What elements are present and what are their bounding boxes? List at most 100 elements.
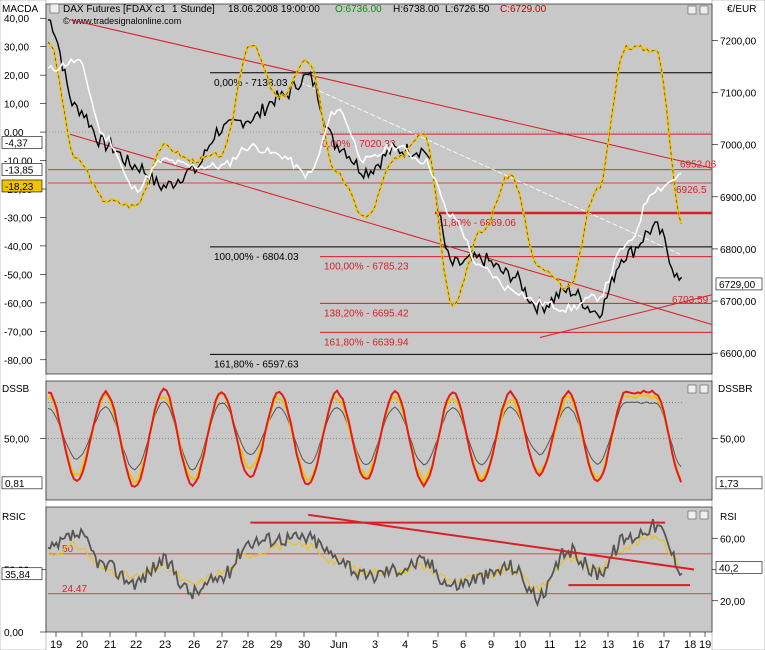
x-tick-label: 16 — [632, 639, 644, 650]
macda-label: MACDA — [2, 4, 38, 15]
grid-lines: 50 24.47 — [46, 131, 712, 595]
x-tick-label: 28 — [242, 639, 254, 650]
header-open: O:6736.00 — [335, 4, 382, 15]
x-tick-label: 3 — [372, 639, 378, 650]
channel-lower — [69, 133, 713, 325]
x-tick-label: 27 — [216, 639, 228, 650]
x-tick-label: 30 — [298, 639, 310, 650]
x-tick-label: 22 — [130, 639, 142, 650]
rsi-line — [47, 518, 683, 608]
macd-badge-1-box — [1, 136, 43, 149]
main-close-icon[interactable] — [699, 5, 709, 15]
price-badge-box — [715, 277, 763, 291]
x-tick-label: 29 — [270, 639, 282, 650]
x-tick-label: 19 — [50, 639, 62, 650]
main-menu-icon[interactable] — [49, 3, 60, 14]
series-lines — [47, 19, 683, 608]
x-axis: 19 20 21 22 23 26 27 28 29 30 Jun 3 4 5 6 9 10 11 12 13 16 17… — [50, 632, 711, 650]
right-axis-area — [711, 0, 765, 650]
x-tick-label: 13 — [602, 639, 614, 650]
macd-badge-1: -4,37 — [5, 139, 28, 150]
support-line — [539, 294, 713, 339]
left-tick-label: -10,00 — [4, 157, 33, 168]
right-tick-label: 6600,00 — [720, 349, 757, 360]
right-tick-label: 7000,00 — [720, 141, 757, 152]
right-tick-label: 6900,00 — [720, 193, 757, 204]
price-line — [47, 19, 683, 320]
x-tick-label: 26 — [188, 639, 200, 650]
chart-header: DAX Futures [FDAX c1 1 Stunde] 18.06.200… — [63, 4, 547, 26]
annotations — [250, 513, 695, 587]
rsi-close-icon[interactable] — [699, 510, 709, 520]
x-tick-label: 4 — [402, 639, 408, 650]
signal-line — [47, 57, 682, 314]
rsi-collapse-icon[interactable] — [687, 510, 697, 520]
dss-fast-line — [47, 387, 683, 489]
rsi-right-tick-label: 20,00 — [720, 597, 745, 608]
rsi-level-label: 24.47 — [62, 584, 87, 595]
macd-badge-2: -13,85 — [5, 165, 34, 176]
price-badge: 6729,00 — [719, 280, 756, 291]
rsi-trendline — [308, 513, 695, 571]
header-high: H:6738.00 — [393, 4, 440, 15]
main-panel-buttons — [49, 3, 709, 520]
macd-badge-3: -18,23 — [5, 182, 34, 193]
dssbr-label: DSSBR — [718, 384, 752, 395]
fib-label: 138,20% - 6695.42 — [324, 308, 409, 319]
x-tick-label: 19 — [699, 639, 711, 650]
x-tick-label: Jun — [330, 639, 348, 650]
fib-label: 61,80% - 6869.06 — [437, 218, 516, 229]
fib-label: 100,00% - 6804.03 — [214, 252, 299, 263]
fib-label: 0,00% - 7138.03 — [214, 78, 288, 89]
x-tick-label: 17 — [658, 639, 670, 650]
left-tick-label: -60,00 — [4, 299, 33, 310]
white-trendline — [299, 81, 681, 255]
channel-upper — [69, 19, 713, 169]
left-tick-label: 20,00 — [4, 71, 29, 82]
header-close: C:6729.00 — [500, 4, 547, 15]
rsi-left-badge-box — [1, 567, 43, 581]
left-tick-label: -50,00 — [4, 270, 33, 281]
main-collapse-icon[interactable] — [687, 5, 697, 15]
header-interval: 1 Stunde] — [172, 4, 215, 15]
axis-ticks: 40,0030,0020,0010,000,00-10,00-20,00-30,… — [4, 14, 757, 639]
fib-label: 0,00% - 7020.33 — [322, 139, 396, 150]
x-tick-label: 23 — [159, 639, 171, 650]
x-tick-label: 5 — [432, 639, 438, 650]
x-tick-label: 21 — [104, 639, 116, 650]
header-copyright: © www.tradesignalonline.com — [63, 16, 181, 26]
dss-close-icon[interactable] — [699, 384, 709, 394]
rsi-left-badge: 35,84 — [5, 570, 30, 581]
dss-left-badge: 0,81 — [5, 479, 25, 490]
dssb-label: DSSB — [2, 384, 30, 395]
macd-badge-2-box — [1, 163, 43, 176]
left-axis-area — [0, 0, 47, 650]
eur-label: €/EUR — [727, 4, 756, 15]
rsi-left-tick-label: 0,00 — [4, 628, 24, 639]
value-badges: -4,37 -13,85 -18,23 6729,00 0,81 1,73 35,84 40,… — [1, 136, 763, 581]
macd-line — [47, 41, 683, 308]
dss-right-badge-box — [715, 476, 763, 490]
x-tick-label: 9 — [488, 639, 494, 650]
header-datetime: 18.06.2008 19:00:00 — [228, 4, 320, 15]
rsi-right-tick-label: 60,00 — [720, 534, 745, 545]
x-tick-label: 10 — [514, 639, 526, 650]
x-tick-label: 12 — [574, 639, 586, 650]
level-label: 6926.5 — [676, 185, 707, 196]
x-tick-label: 18 — [684, 639, 696, 650]
left-tick-label: 0,00 — [4, 128, 24, 139]
left-tick-label: -40,00 — [4, 242, 33, 253]
rsi-label: RSI — [720, 512, 737, 523]
dss-left-badge-box — [1, 476, 43, 490]
right-tick-label: 6700,00 — [720, 297, 757, 308]
macd-badge-3-box — [1, 179, 43, 193]
x-tick-label: 6 — [460, 639, 466, 650]
x-tick-label: 20 — [76, 639, 88, 650]
fib-label: 100,00% - 6785.23 — [324, 262, 409, 273]
dss-collapse-icon[interactable] — [687, 384, 697, 394]
left-tick-label: 10,00 — [4, 100, 29, 111]
dss-right-badge: 1,73 — [719, 479, 739, 490]
dss-right-tick-label: 50,00 — [720, 435, 745, 446]
x-tick-label: 11 — [544, 639, 555, 650]
